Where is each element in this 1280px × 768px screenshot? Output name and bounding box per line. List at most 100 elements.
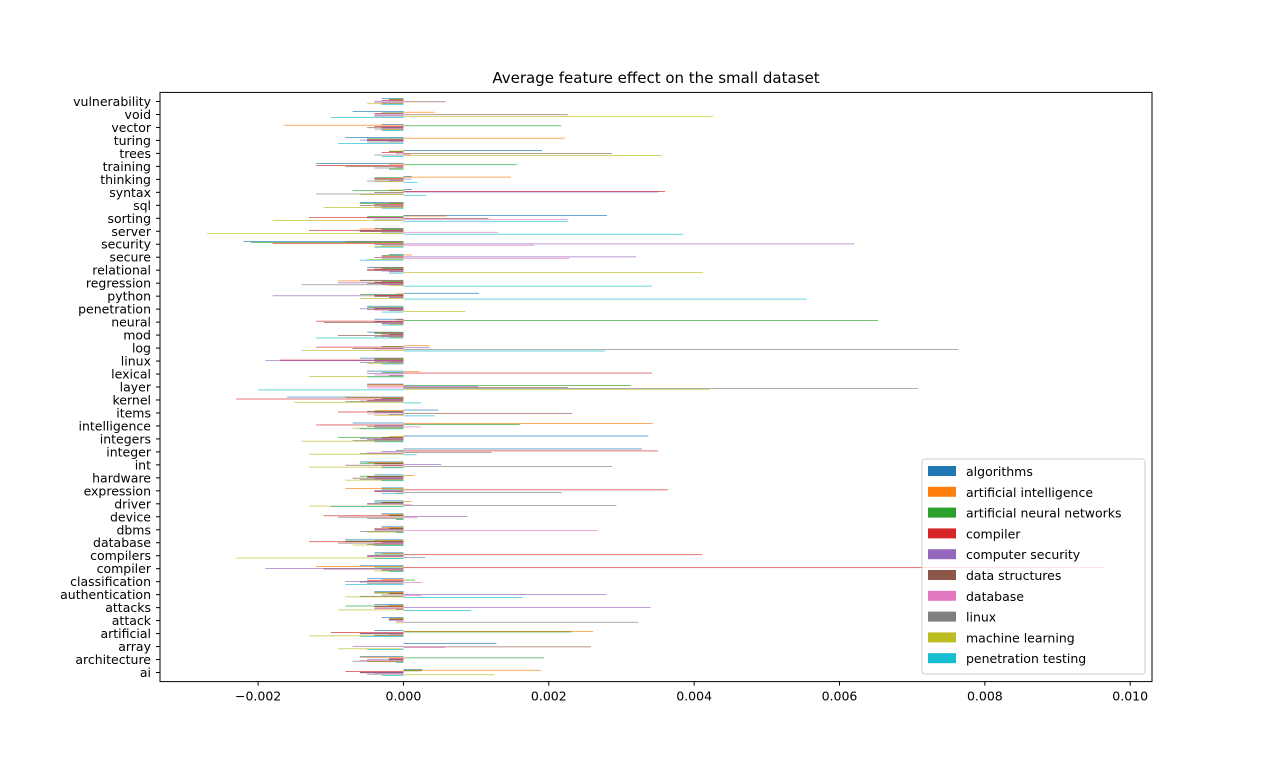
bar xyxy=(374,308,403,309)
bar xyxy=(374,501,403,502)
bar xyxy=(382,206,404,207)
bar xyxy=(324,515,404,516)
bar xyxy=(374,247,403,248)
bar xyxy=(345,397,403,398)
bar xyxy=(396,532,403,533)
bar xyxy=(345,581,403,582)
bar xyxy=(389,99,404,100)
bar xyxy=(389,164,404,165)
bar xyxy=(374,552,403,553)
bar xyxy=(403,293,479,294)
y-tick-label: driver xyxy=(114,496,152,511)
bar xyxy=(360,429,404,430)
bar xyxy=(382,527,404,528)
bar xyxy=(316,194,403,195)
bar xyxy=(403,154,410,155)
bar xyxy=(360,633,404,634)
bar xyxy=(374,593,403,594)
bar xyxy=(374,545,403,546)
y-tick-label: layer xyxy=(120,380,152,395)
y-axis: aiarchitecturearrayartificialattackattac… xyxy=(60,94,160,680)
bar xyxy=(403,501,411,502)
bar xyxy=(374,228,403,229)
bar xyxy=(403,179,411,180)
bar xyxy=(360,582,404,583)
bar xyxy=(403,371,419,372)
bar xyxy=(403,153,612,154)
bar xyxy=(360,531,404,532)
bar xyxy=(316,321,403,322)
bar xyxy=(302,284,404,285)
bar xyxy=(324,322,404,323)
bar xyxy=(403,232,497,233)
y-tick-label: compiler xyxy=(97,561,152,576)
bar xyxy=(382,346,404,347)
bar xyxy=(345,597,403,598)
bar xyxy=(389,634,404,635)
y-tick-label: python xyxy=(107,289,151,304)
bar xyxy=(360,673,404,674)
legend-swatch xyxy=(928,487,956,497)
bar xyxy=(309,230,403,231)
bar xyxy=(403,452,491,453)
bar xyxy=(360,229,404,230)
bar xyxy=(316,338,403,339)
bar xyxy=(403,244,854,245)
bar xyxy=(360,657,404,658)
bar xyxy=(374,155,403,156)
bar xyxy=(338,281,403,282)
bar xyxy=(280,360,404,361)
bar xyxy=(273,220,404,221)
bar xyxy=(382,542,404,543)
bar xyxy=(396,519,403,520)
y-tick-label: kernel xyxy=(113,392,152,407)
bar xyxy=(382,553,404,554)
bar xyxy=(367,309,403,310)
bar xyxy=(331,117,404,118)
bar xyxy=(382,617,404,618)
y-tick-label: compilers xyxy=(90,548,151,563)
bar xyxy=(389,190,404,191)
bar xyxy=(403,245,534,246)
bar xyxy=(316,425,403,426)
bar xyxy=(360,634,404,635)
y-tick-label: sorting xyxy=(107,211,151,226)
legend-swatch xyxy=(928,570,956,580)
y-tick-label: array xyxy=(118,639,151,654)
bar xyxy=(360,479,404,480)
bar xyxy=(374,333,403,334)
bar xyxy=(403,424,519,425)
bar xyxy=(294,402,403,403)
bar xyxy=(403,216,445,217)
bar xyxy=(367,216,403,217)
bar xyxy=(396,153,403,154)
bar xyxy=(389,658,404,659)
bar xyxy=(360,660,404,661)
y-tick-label: database xyxy=(93,535,151,550)
legend-swatch xyxy=(928,612,956,622)
bar xyxy=(360,308,404,309)
bar xyxy=(403,647,590,648)
bar xyxy=(396,320,403,321)
bar xyxy=(360,298,404,299)
bar xyxy=(353,190,404,191)
bar xyxy=(382,595,404,596)
bar xyxy=(374,540,403,541)
bar xyxy=(403,595,421,596)
bar xyxy=(382,480,404,481)
bar xyxy=(374,192,403,193)
bar xyxy=(345,541,403,542)
bar xyxy=(374,102,403,103)
bar xyxy=(367,578,403,579)
bar xyxy=(382,152,404,153)
bar xyxy=(374,554,403,555)
bar xyxy=(367,649,403,650)
bar xyxy=(374,116,403,117)
bar xyxy=(367,384,403,385)
bar xyxy=(382,284,404,285)
bar xyxy=(403,582,422,583)
bar xyxy=(367,139,403,140)
bar xyxy=(345,465,403,466)
y-tick-label: lexical xyxy=(111,367,151,382)
